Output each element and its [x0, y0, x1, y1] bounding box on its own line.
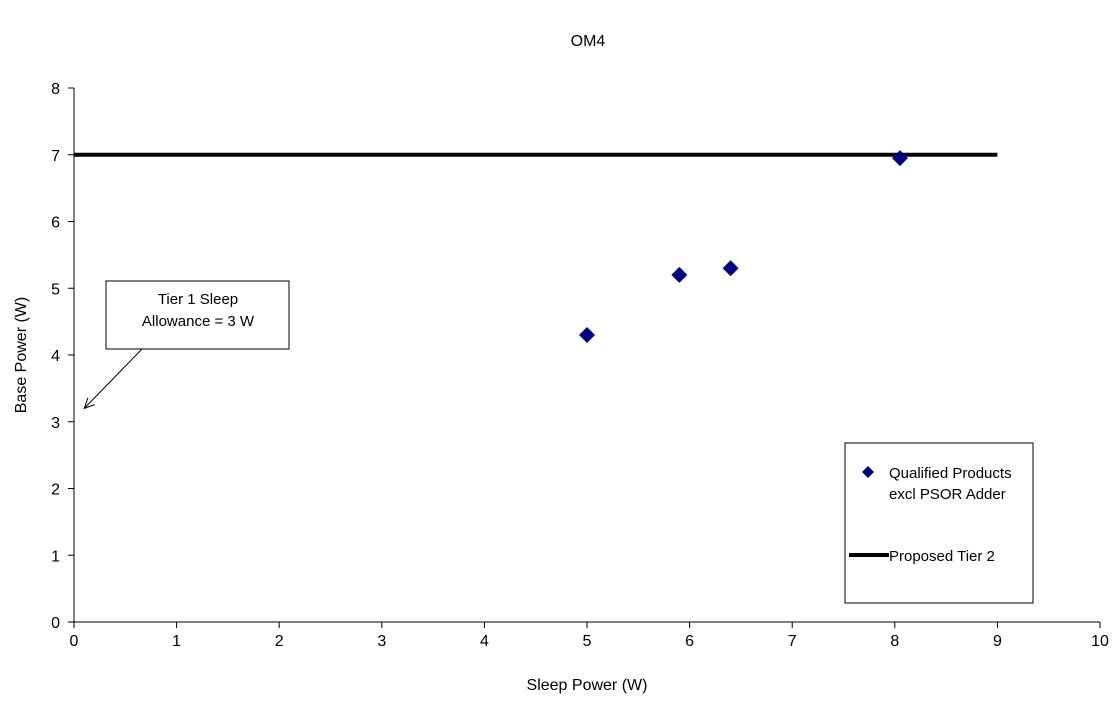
y-tick-label: 3 — [51, 415, 60, 432]
y-ticks: 0 1 2 3 4 5 6 7 8 — [51, 81, 74, 632]
annotation-text-line: Allowance = 3 W — [142, 313, 255, 330]
x-tick-label: 7 — [788, 633, 797, 650]
x-tick-label: 3 — [377, 633, 386, 650]
data-point-diamond — [722, 260, 739, 277]
annotation-text-line: Tier 1 Sleep — [158, 291, 238, 308]
x-tick-label: 6 — [685, 633, 694, 650]
x-axis-label: Sleep Power (W) — [527, 677, 648, 694]
x-tick-label: 4 — [480, 633, 489, 650]
y-tick-label: 4 — [51, 348, 60, 365]
y-tick-label: 6 — [51, 215, 60, 232]
x-tick-label: 1 — [172, 633, 181, 650]
data-point-diamond — [579, 326, 595, 343]
annotation-arrow — [83, 348, 143, 409]
chart-title: OM4 — [571, 33, 606, 50]
series-layer — [74, 150, 998, 343]
x-ticks: 0 1 2 3 4 5 6 7 8 9 10 — [70, 622, 1109, 650]
legend-label-scatter-line-1: Qualified Products — [889, 465, 1012, 482]
y-axis-label: Base Power (W) — [13, 297, 30, 413]
x-tick-label: 0 — [70, 633, 79, 650]
x-tick-label: 2 — [275, 633, 284, 650]
y-tick-label: 5 — [51, 281, 60, 298]
legend-label-scatter-line-2: excl PSOR Adder — [889, 486, 1006, 503]
x-tick-label: 8 — [890, 633, 899, 650]
annotation-box — [105, 280, 290, 350]
x-tick-label: 10 — [1091, 633, 1109, 650]
x-tick-label: 9 — [993, 633, 1002, 650]
legend-box — [844, 442, 1034, 604]
annotation-arrowhead — [83, 397, 95, 410]
legend-marker-diamond-icon — [862, 466, 874, 478]
y-tick-label: 2 — [51, 482, 60, 499]
y-tick-label: 0 — [51, 615, 60, 632]
legend: Qualified Products excl PSOR Adder Propo… — [844, 442, 1034, 604]
y-tick-label: 8 — [51, 81, 60, 98]
plot-area: 0 1 2 3 4 5 6 7 8 9 10 0 1 2 3 4 5 6 7 8 — [51, 81, 1109, 650]
x-tick-label: 5 — [583, 633, 592, 650]
y-tick-label: 1 — [51, 548, 60, 565]
legend-label-line: Proposed Tier 2 — [889, 548, 995, 565]
annotation-tier1: Tier 1 Sleep Allowance = 3 W — [83, 280, 290, 410]
data-point-diamond — [671, 266, 688, 283]
y-tick-label: 7 — [51, 148, 60, 165]
data-point-diamond — [891, 150, 908, 167]
